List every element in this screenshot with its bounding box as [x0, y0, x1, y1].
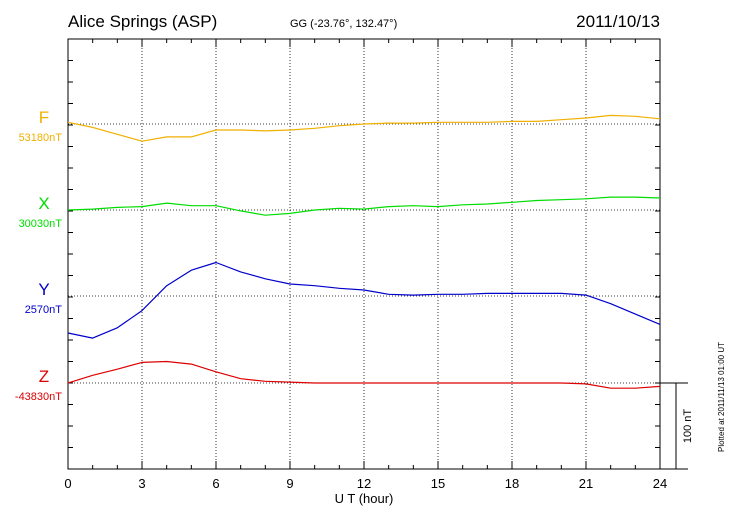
grid-lines	[68, 39, 660, 469]
x-tick-label: 3	[138, 476, 145, 491]
series-line-f	[67, 114, 661, 142]
scale-bar-label: 100 nT	[682, 409, 694, 444]
series-name-f: F	[39, 108, 49, 127]
series-line-y	[67, 261, 661, 339]
x-tick-label: 9	[286, 476, 293, 491]
series-labels: F 53180nT X 30030nT Y 2570nT Z -43830nT	[15, 108, 62, 403]
x-tick-label: 0	[64, 476, 71, 491]
x-tick-labels: 0 3 6 9 12 15 18 21 24	[64, 476, 667, 491]
plotted-timestamp: Plotted at 2011/11/13 01:00 UT	[717, 342, 726, 452]
x-tick-label: 21	[579, 476, 593, 491]
x-axis-label: U T (hour)	[335, 491, 394, 506]
series-baseline-z: -43830nT	[15, 391, 62, 403]
x-tick-label: 6	[212, 476, 219, 491]
series-name-y: Y	[38, 280, 49, 299]
x-tick-label: 15	[431, 476, 445, 491]
plot-frame	[67, 38, 661, 470]
x-tick-label: 18	[505, 476, 519, 491]
series-line-z	[67, 360, 661, 389]
plot-date: 2011/10/13	[576, 12, 660, 31]
series-line-x	[67, 196, 661, 216]
x-tick-label: 12	[357, 476, 371, 491]
station-title: Alice Springs (ASP)	[68, 12, 217, 31]
series-name-z: Z	[39, 367, 49, 386]
axis-ticks	[67, 38, 661, 470]
series-baseline-y: 2570nT	[25, 304, 63, 316]
x-tick-label: 24	[653, 476, 667, 491]
scale-bar: 100 nT	[660, 382, 694, 470]
series-baseline-f: 53180nT	[19, 132, 63, 144]
station-coordinates: GG (-23.76°, 132.47°)	[290, 18, 397, 30]
series-baseline-x: 30030nT	[19, 218, 63, 230]
series-name-x: X	[38, 194, 49, 213]
series-group	[67, 114, 661, 389]
